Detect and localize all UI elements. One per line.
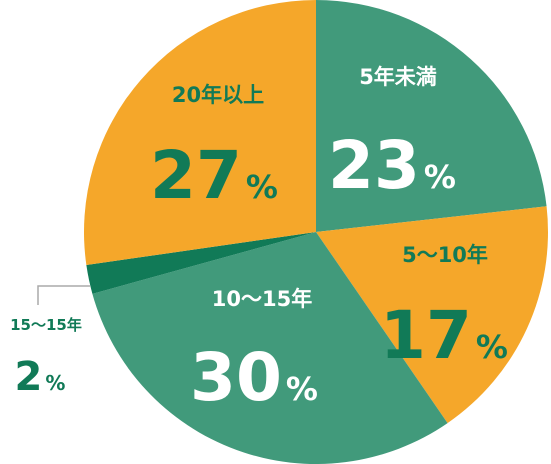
slice-labels: 5年未満 23 % 5〜10年 17 % 10〜15年 30 % 15〜15年 2 % 20年以上 27% (10, 65, 508, 416)
leader-line-group (37, 285, 90, 305)
pie-slices (83, 0, 548, 464)
slice-value-5: 27% (150, 137, 278, 214)
slice-value-2: 17% (380, 297, 508, 374)
slice-value-3: 30% (190, 339, 318, 416)
pie-slice-1 (316, 0, 547, 232)
leader-line (37, 285, 90, 305)
pie-slice-4 (86, 232, 316, 294)
slice-label-5: 20年以上 (172, 83, 264, 107)
slice-value-1: 23% (328, 127, 456, 204)
slice-label-4: 15〜15年 (10, 316, 82, 334)
pie-slice-3 (92, 232, 448, 464)
slice-label-2: 5〜10年 (402, 243, 488, 267)
slice-label-3: 10〜15年 (212, 287, 312, 311)
pie-slice-5 (83, 0, 316, 266)
slice-label-1: 5年未満 (359, 65, 437, 89)
pie-slice-2 (316, 206, 548, 424)
slice-value-4: 2% (15, 354, 66, 400)
